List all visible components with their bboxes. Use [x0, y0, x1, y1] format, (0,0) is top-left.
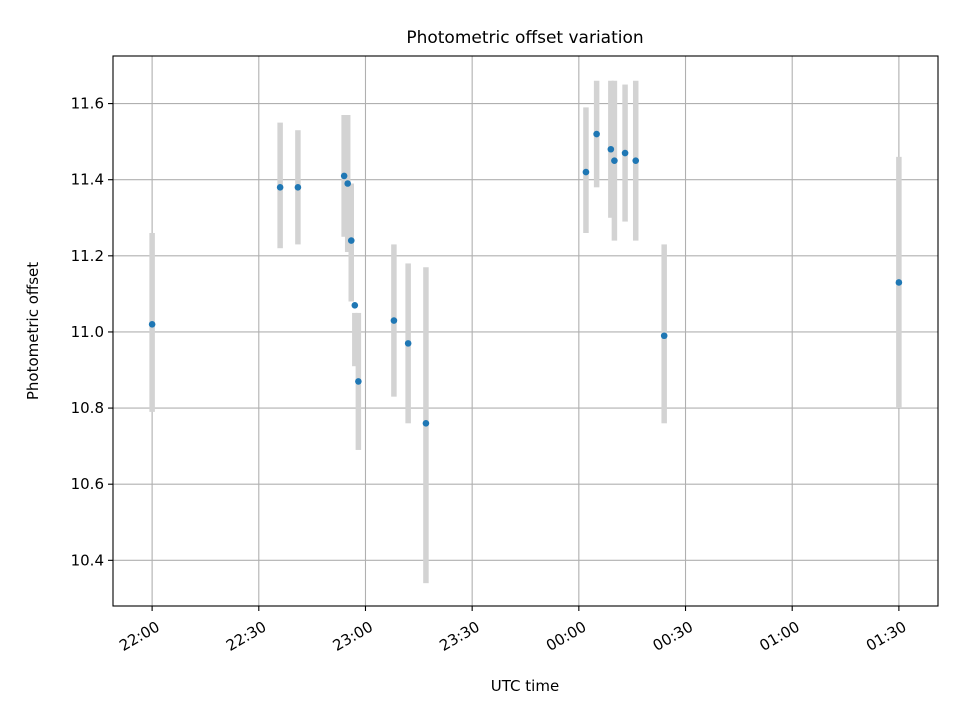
x-tick-label: 01:30: [863, 618, 909, 655]
data-point: [390, 317, 398, 324]
data-point: [607, 145, 615, 153]
x-tick-label: 00:00: [543, 618, 589, 655]
data-point: [340, 172, 348, 180]
data-points: [148, 130, 903, 427]
data-point: [294, 184, 302, 191]
x-axis-label: UTC time: [491, 677, 559, 695]
y-tick-label: 10.8: [71, 399, 104, 417]
y-tick-label: 11.6: [71, 95, 104, 113]
data-point: [344, 180, 351, 187]
x-axis-ticks: 22:00 22:30 23:00 23:30 00:00 00:30 01:00 01:30: [116, 606, 909, 655]
x-tick-label: 23:00: [330, 618, 376, 655]
data-point: [632, 157, 640, 164]
y-tick-label: 10.6: [71, 475, 104, 493]
data-point: [276, 184, 284, 191]
x-tick-label: 01:00: [756, 618, 802, 655]
x-tick-label: 23:30: [436, 618, 482, 655]
grid: [113, 56, 938, 606]
x-tick-label: 22:00: [116, 618, 162, 655]
y-axis-ticks: 10.4 10.6 10.8 11.0 11.2 11.4 11.6: [71, 95, 113, 569]
data-point: [148, 321, 156, 328]
y-tick-label: 11.0: [71, 323, 104, 341]
data-point: [347, 237, 355, 244]
y-axis-label: Photometric offset: [24, 262, 42, 400]
data-point: [660, 332, 668, 340]
data-point: [895, 279, 903, 286]
chart-title: Photometric offset variation: [406, 28, 643, 48]
y-tick-label: 11.2: [71, 247, 104, 265]
data-point: [355, 378, 362, 385]
data-point: [404, 340, 412, 347]
plot-frame: [112, 55, 939, 607]
x-tick-label: 00:30: [650, 618, 696, 655]
data-point: [582, 168, 590, 176]
x-tick-label: 22:30: [223, 618, 269, 655]
data-point: [422, 420, 430, 427]
error-bar: [352, 312, 358, 367]
data-point: [351, 302, 359, 309]
data-point: [621, 149, 629, 157]
y-tick-label: 10.4: [71, 551, 104, 569]
data-point: [611, 157, 618, 164]
data-point: [593, 130, 600, 138]
y-tick-label: 11.4: [71, 171, 104, 189]
